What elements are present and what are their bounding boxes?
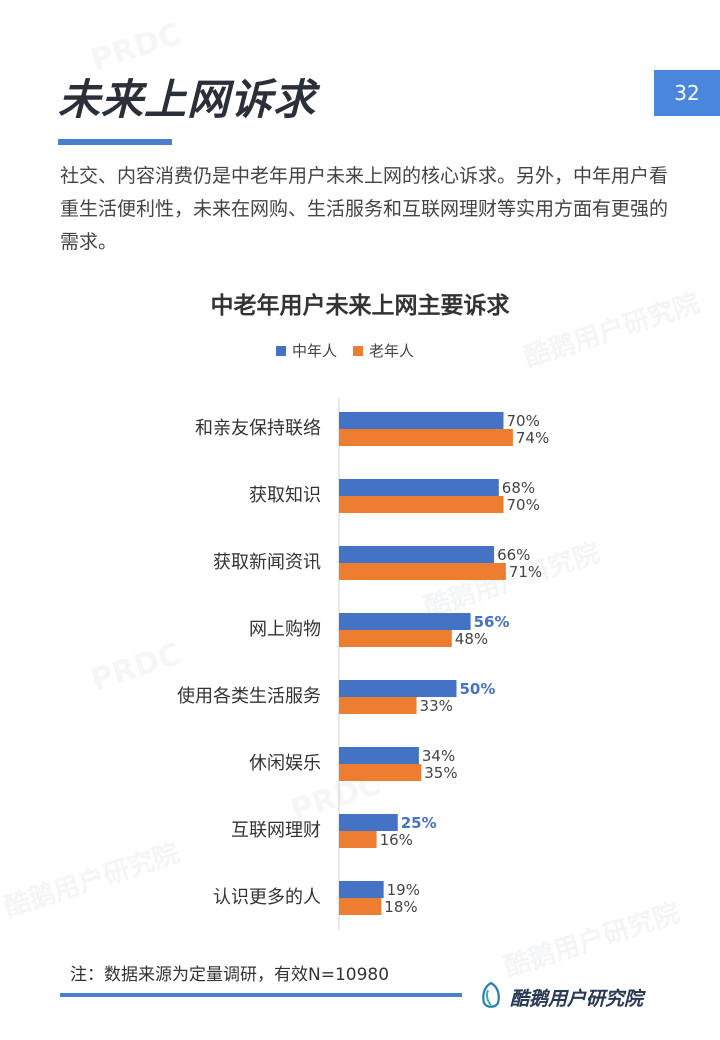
category-label: 互联网理财 bbox=[231, 820, 321, 841]
legend-label-middle-aged: 中年人 bbox=[292, 342, 338, 360]
data-label: 16% bbox=[380, 831, 413, 849]
data-source-note: 注：数据来源为定量调研，有效N=10980 bbox=[70, 965, 390, 985]
bar-elderly bbox=[339, 563, 506, 580]
bar-elderly bbox=[339, 630, 452, 647]
brand-logo: 酷鹅用户研究院 bbox=[478, 981, 643, 1013]
bar-middle-aged bbox=[339, 680, 457, 697]
data-label: 48% bbox=[455, 630, 488, 648]
bar-elderly bbox=[339, 898, 382, 915]
legend-label-elderly: 老年人 bbox=[369, 342, 415, 360]
data-label: 25% bbox=[401, 814, 437, 832]
bar-elderly bbox=[339, 697, 417, 714]
data-label: 70% bbox=[507, 496, 540, 514]
category-label: 获取知识 bbox=[249, 485, 321, 506]
bar-elderly bbox=[339, 764, 422, 781]
bar-elderly bbox=[339, 831, 377, 848]
data-label: 19% bbox=[387, 881, 420, 899]
category-label: 使用各类生活服务 bbox=[177, 686, 321, 707]
data-label: 33% bbox=[420, 697, 453, 715]
bar-middle-aged bbox=[339, 479, 499, 496]
data-label: 70% bbox=[507, 412, 540, 430]
data-label: 18% bbox=[384, 898, 417, 916]
chart-legend: 中年人 老年人 bbox=[276, 340, 414, 361]
footer-divider bbox=[60, 993, 462, 997]
bar-middle-aged bbox=[339, 814, 398, 831]
legend-item-elderly: 老年人 bbox=[353, 340, 414, 361]
intro-paragraph: 社交、内容消费仍是中老年用户未来上网的核心诉求。另外，中年用户看重生活便利性，未… bbox=[60, 165, 669, 253]
title-underline bbox=[58, 139, 172, 145]
penguin-logo-icon bbox=[478, 981, 504, 1013]
chart-title: 中老年用户未来上网主要诉求 bbox=[210, 293, 510, 319]
data-label: 66% bbox=[497, 546, 530, 564]
legend-swatch-elderly bbox=[353, 345, 364, 356]
bar-elderly bbox=[339, 496, 504, 513]
category-label: 获取新闻资讯 bbox=[213, 552, 321, 573]
legend-swatch-middle-aged bbox=[276, 345, 286, 356]
category-label: 网上购物 bbox=[249, 619, 321, 640]
page-number-badge: 32 bbox=[654, 70, 720, 116]
data-label: 56% bbox=[474, 613, 510, 631]
category-label: 和亲友保持联络 bbox=[195, 418, 321, 439]
data-label: 35% bbox=[424, 764, 457, 782]
bar-chart: 和亲友保持联络 70%74%获取知识 68%70%获取新闻资讯 66%71%网上购物 5… bbox=[177, 398, 549, 930]
bar-middle-aged bbox=[339, 747, 419, 764]
page-title: 未来上网诉求 bbox=[58, 75, 317, 124]
category-label: 休闲娱乐 bbox=[249, 753, 321, 774]
bar-elderly bbox=[339, 429, 513, 446]
category-label: 认识更多的人 bbox=[213, 887, 321, 908]
legend-item-middle-aged: 中年人 bbox=[276, 340, 337, 361]
data-label: 50% bbox=[460, 680, 496, 698]
bar-middle-aged bbox=[339, 546, 495, 563]
bar-middle-aged bbox=[339, 412, 504, 429]
data-label: 74% bbox=[516, 429, 549, 447]
data-label: 34% bbox=[422, 747, 455, 765]
bar-middle-aged bbox=[339, 881, 384, 898]
brand-name: 酷鹅用户研究院 bbox=[510, 987, 644, 1010]
bar-middle-aged bbox=[339, 613, 471, 630]
data-label: 68% bbox=[502, 479, 535, 497]
data-label: 71% bbox=[509, 563, 542, 581]
